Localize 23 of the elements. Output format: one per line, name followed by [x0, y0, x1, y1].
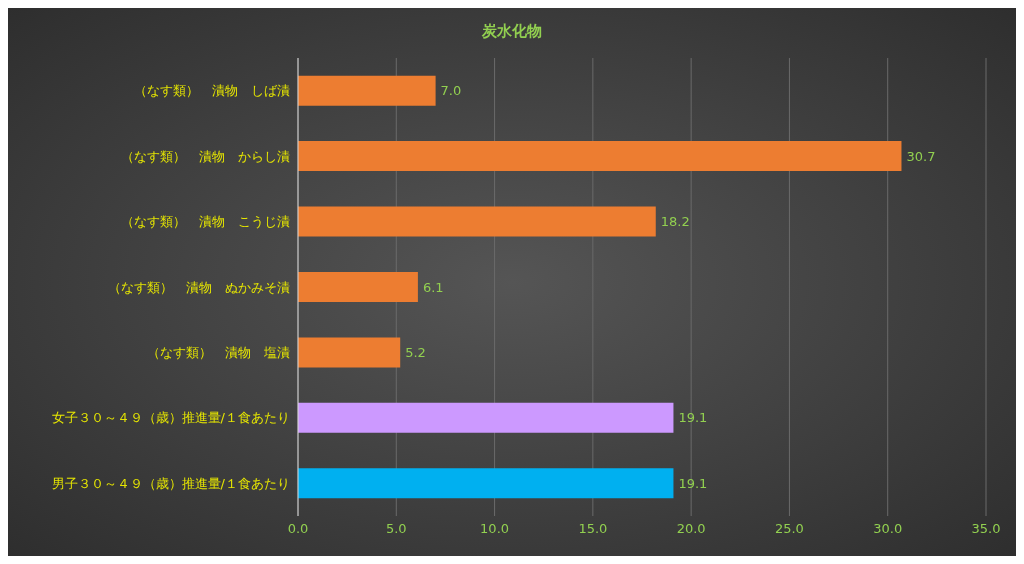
x-tick-label: 35.0	[971, 521, 1001, 537]
y-tick-label: （なす類） 漬物 からし漬	[121, 148, 290, 164]
data-label: 19.1	[678, 410, 708, 426]
data-label: 30.7	[906, 148, 936, 164]
x-tick-label: 0.0	[287, 521, 309, 537]
data-label: 7.0	[440, 83, 462, 99]
x-tick-label: 10.0	[480, 521, 510, 537]
x-tick-label: 5.0	[385, 521, 407, 537]
y-tick-label: （なす類） 漬物 しば漬	[134, 83, 290, 99]
y-tick-label: （なす類） 漬物 こうじ漬	[121, 214, 290, 230]
x-tick-label: 15.0	[578, 521, 608, 537]
data-label: 18.2	[660, 214, 690, 230]
data-label: 19.1	[678, 475, 708, 491]
y-tick-label: （なす類） 漬物 塩漬	[147, 345, 290, 361]
y-tick-label: 女子３０～４９（歳）推進量/１食あたり	[51, 410, 290, 426]
x-tick-label: 30.0	[873, 521, 903, 537]
y-tick-label: （なす類） 漬物 ぬかみそ漬	[108, 279, 290, 295]
x-tick-label: 25.0	[774, 521, 804, 537]
data-label: 5.2	[405, 344, 426, 360]
chart-title: 炭水化物	[481, 22, 543, 41]
data-label: 6.1	[422, 279, 444, 295]
y-tick-label: 男子３０～４９（歳）推進量/１食あたり	[51, 475, 290, 491]
x-tick-label: 20.0	[676, 521, 706, 537]
